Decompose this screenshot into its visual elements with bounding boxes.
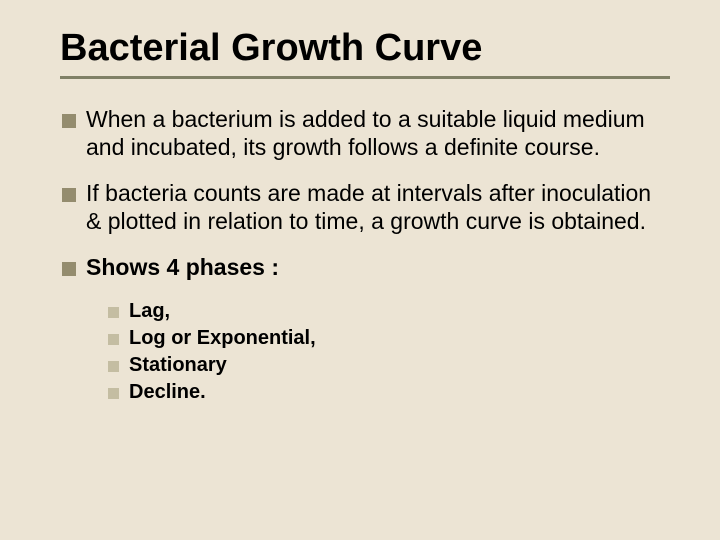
bullet-text: Shows 4 phases :	[86, 253, 670, 281]
square-bullet-icon	[108, 361, 119, 372]
sub-bullet-item: Stationary	[60, 353, 670, 378]
square-bullet-icon	[108, 307, 119, 318]
sub-bullet-item: Log or Exponential,	[60, 326, 670, 351]
bullet-text: If bacteria counts are made at intervals…	[86, 179, 670, 235]
sub-bullet-text: Stationary	[129, 353, 670, 378]
title-underline	[60, 76, 670, 79]
sub-bullet-item: Decline.	[60, 380, 670, 405]
sub-bullet-text: Log or Exponential,	[129, 326, 670, 351]
bullet-item: If bacteria counts are made at intervals…	[60, 179, 670, 235]
slide-title: Bacterial Growth Curve	[60, 28, 670, 70]
bullet-item: When a bacterium is added to a suitable …	[60, 105, 670, 161]
bullet-item: Shows 4 phases :	[60, 253, 670, 281]
square-bullet-icon	[62, 114, 76, 128]
sub-bullet-text: Lag,	[129, 299, 670, 324]
square-bullet-icon	[108, 388, 119, 399]
square-bullet-icon	[108, 334, 119, 345]
square-bullet-icon	[62, 262, 76, 276]
slide-container: Bacterial Growth Curve When a bacterium …	[0, 0, 720, 540]
square-bullet-icon	[62, 188, 76, 202]
sub-bullet-text: Decline.	[129, 380, 670, 405]
sub-bullet-item: Lag,	[60, 299, 670, 324]
bullet-text: When a bacterium is added to a suitable …	[86, 105, 670, 161]
